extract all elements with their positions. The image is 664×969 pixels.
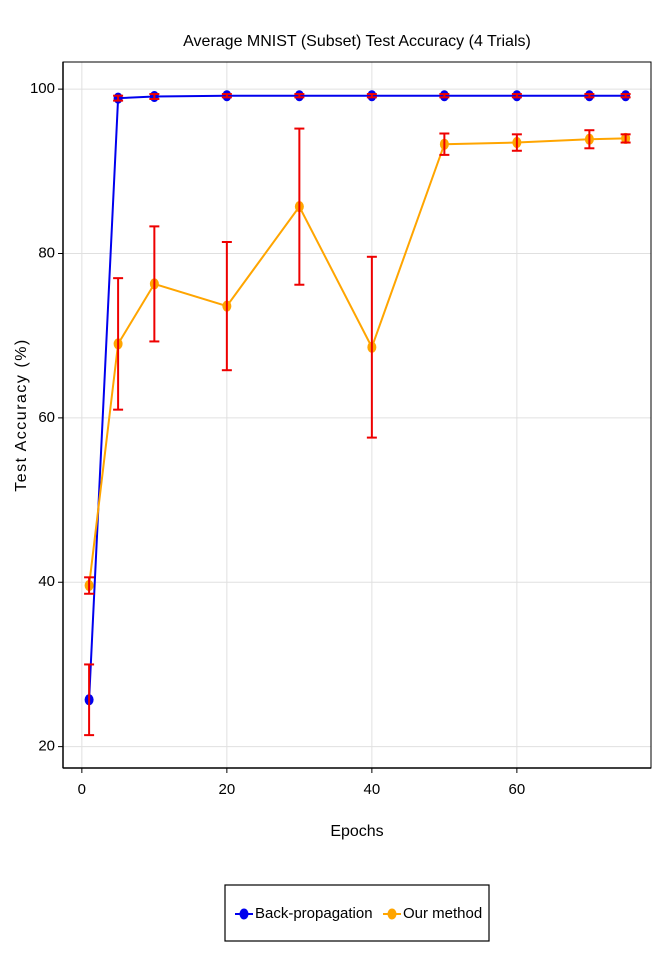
chart-title: Average MNIST (Subset) Test Accuracy (4 … [183, 33, 531, 50]
x-axis-label: Epochs [330, 823, 383, 840]
error-bar [113, 94, 124, 102]
error-bar [584, 93, 595, 99]
error-bar [511, 93, 522, 99]
x-tick-label: 0 [78, 781, 86, 798]
legend-marker [239, 908, 249, 920]
legend-marker [387, 908, 397, 920]
legend-label: Back-propagation [255, 905, 373, 922]
error-bar [113, 277, 124, 411]
error-bar [366, 93, 377, 99]
series-line [88, 137, 626, 586]
error-bar [221, 240, 232, 372]
error-bar [584, 129, 595, 150]
error-bar [84, 576, 95, 595]
series-line [88, 94, 626, 700]
y-tick-label: 20 [38, 738, 55, 755]
error-bar [439, 132, 450, 156]
error-bar [149, 225, 160, 343]
error-bar [366, 255, 377, 439]
plot-frame [62, 61, 652, 769]
x-tick-label: 20 [219, 781, 236, 798]
error-bar [221, 93, 232, 99]
error-bar [294, 127, 305, 286]
error-bar [511, 133, 522, 152]
y-tick-label: 80 [38, 244, 55, 261]
error-bar [294, 93, 305, 99]
error-bar [84, 663, 95, 737]
y-axis-label: Test Accuracy (%) [13, 338, 30, 492]
error-bar [439, 93, 450, 99]
y-tick-label: 40 [38, 573, 55, 590]
error-bar [149, 93, 160, 100]
legend-label: Our method [403, 905, 482, 922]
error-bar [620, 93, 631, 99]
y-tick-label: 100 [30, 80, 55, 97]
x-tick-label: 60 [509, 781, 526, 798]
y-tick-label: 60 [38, 409, 55, 426]
legend-box [224, 884, 490, 942]
x-tick-label: 40 [364, 781, 381, 798]
error-bar [620, 133, 631, 144]
